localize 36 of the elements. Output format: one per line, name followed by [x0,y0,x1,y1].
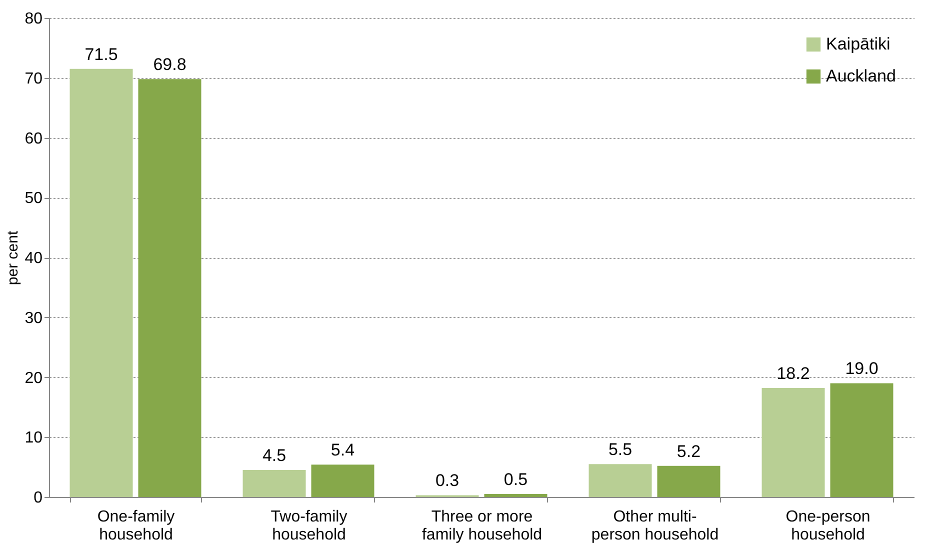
data-label: 19.0 [845,359,878,378]
data-label: 0.3 [435,471,460,490]
data-label: 69.8 [153,55,186,74]
bar [762,388,825,497]
data-label: 0.5 [504,470,528,490]
bar [311,464,374,497]
bar [138,79,202,497]
bar [242,470,306,497]
y-tick-label: 30 [24,310,43,327]
y-tick-label: 20 [24,370,43,387]
bar [588,464,652,497]
y-tick-label: 70 [24,70,43,88]
bar [70,68,133,497]
bar [830,383,894,497]
y-tick-label: 80 [24,10,43,28]
data-label: 4.5 [262,446,286,466]
y-tick-label: 50 [24,190,43,208]
data-label: 5.5 [608,440,632,460]
y-tick-label: 60 [24,130,43,148]
x-tick-label: Two-family household [270,508,348,544]
legend-label: Auckland [826,66,896,86]
bar [484,494,548,497]
x-tick-label: Three or more family household [422,508,542,544]
data-label: 71.5 [84,44,118,64]
x-tick-label: Other multi- person household [591,508,719,544]
data-label: 5.4 [330,440,355,460]
data-label: 18.2 [776,364,810,384]
x-tick-label: One-family household [97,508,175,544]
x-tick-label: One-person household [786,508,870,544]
y-tick-label: 40 [24,250,43,267]
y-axis-title: per cent [4,230,22,286]
y-tick-label: 10 [24,430,43,447]
bar [657,466,720,497]
legend-label: Kaipātiki [826,34,890,54]
data-label: 5.2 [676,442,701,461]
y-tick-label: 0 [34,490,43,506]
